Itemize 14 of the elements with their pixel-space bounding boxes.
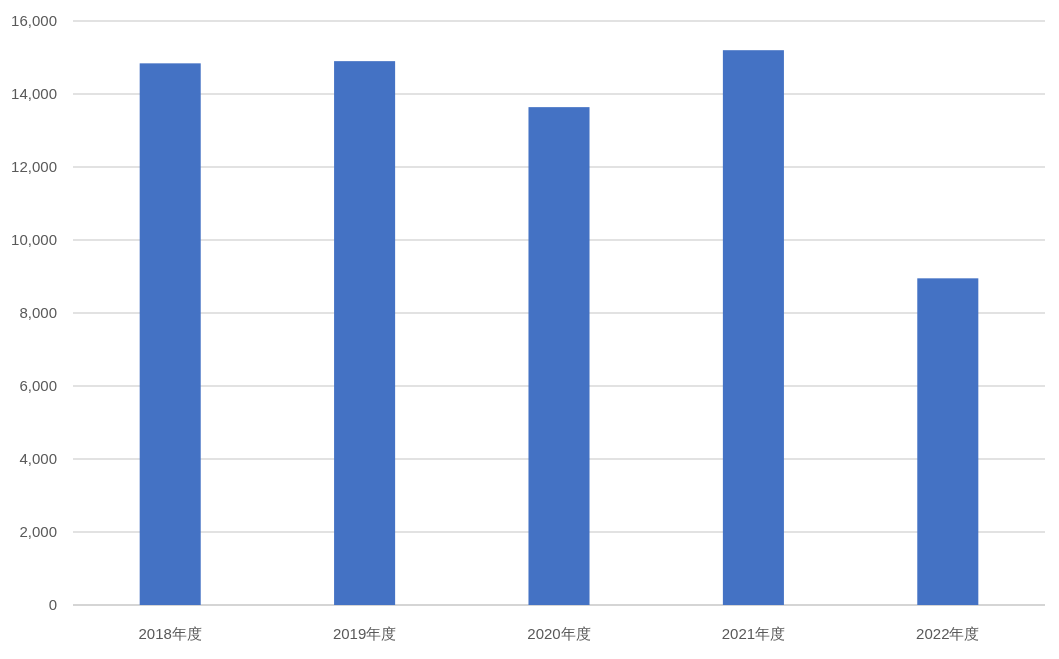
x-tick-label: 2022年度 <box>916 625 980 642</box>
y-tick-label: 14,000 <box>11 85 57 102</box>
y-tick-label: 4,000 <box>19 450 57 467</box>
x-tick-label: 2018年度 <box>138 625 202 642</box>
x-tick-label: 2019年度 <box>332 625 397 642</box>
y-tick-label: 12,000 <box>11 158 57 175</box>
y-tick-label: 2,000 <box>19 523 57 540</box>
x-tick-label: 2020年度 <box>527 625 591 642</box>
y-tick-label: 8,000 <box>19 304 57 321</box>
x-tick-label: 2021年度 <box>721 625 786 642</box>
y-tick-label: 6,000 <box>19 377 57 394</box>
y-tick-label: 10,000 <box>11 231 57 248</box>
y-tick-label: 16,000 <box>11 12 57 29</box>
y-tick-label: 0 <box>48 596 57 613</box>
